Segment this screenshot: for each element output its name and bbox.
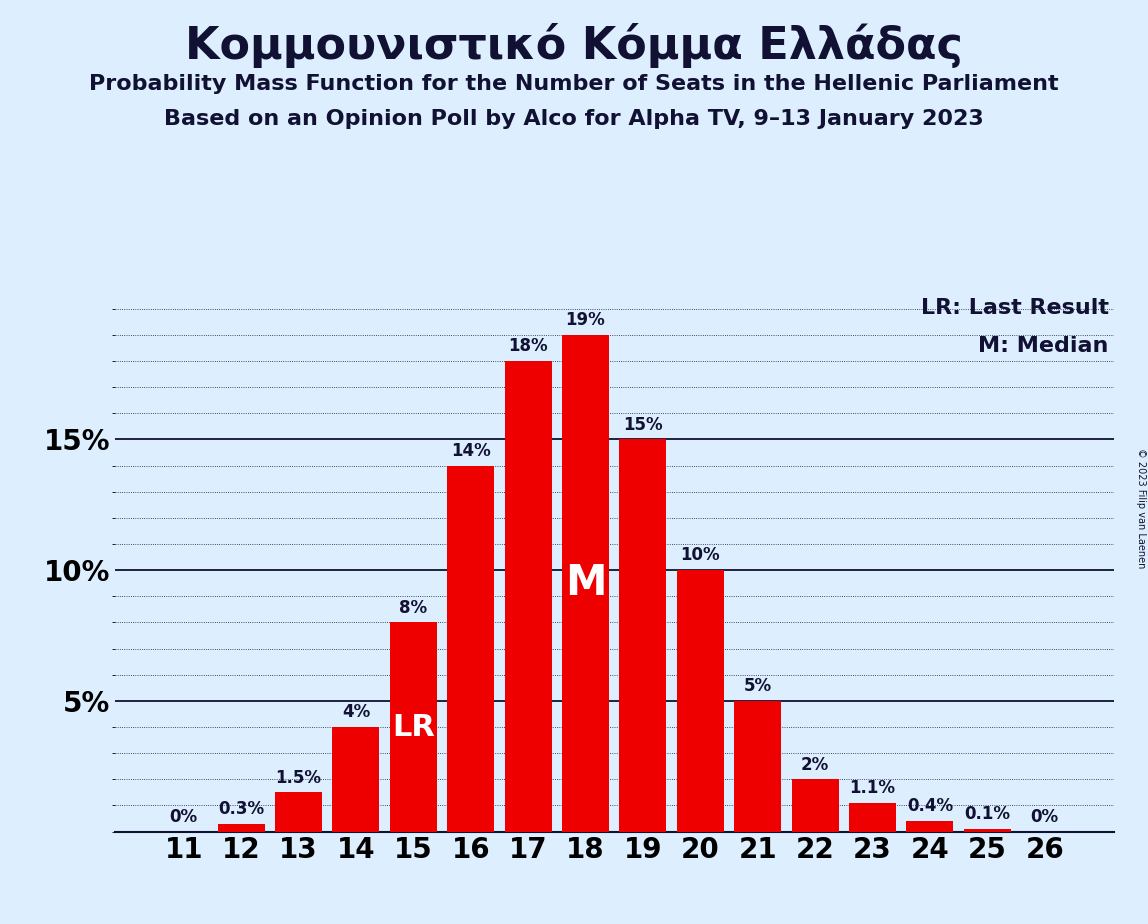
Text: Κομμουνιστικό Κόμμα Ελλάδας: Κομμουνιστικό Κόμμα Ελλάδας [185,23,963,68]
Bar [848,803,895,832]
Text: 8%: 8% [400,599,427,616]
Bar [676,570,723,832]
Text: © 2023 Filip van Laenen: © 2023 Filip van Laenen [1135,448,1146,568]
Text: 0%: 0% [1031,808,1058,826]
Text: 4%: 4% [342,703,370,722]
Bar [563,334,610,832]
Text: M: Median: M: Median [978,336,1109,356]
Text: 10%: 10% [681,546,720,565]
Bar [906,821,953,832]
Text: 0%: 0% [170,808,197,826]
Text: 1.5%: 1.5% [276,769,321,786]
Text: 5%: 5% [744,677,771,695]
Text: 18%: 18% [509,337,548,356]
Text: Probability Mass Function for the Number of Seats in the Hellenic Parliament: Probability Mass Function for the Number… [90,74,1058,94]
Text: 1.1%: 1.1% [850,779,895,797]
Bar [390,623,437,832]
Bar [448,466,495,832]
Bar [218,824,265,832]
Text: 19%: 19% [566,311,605,329]
Bar [505,361,552,832]
Text: 0.1%: 0.1% [964,805,1010,823]
Text: 0.4%: 0.4% [907,797,953,815]
Bar [333,727,380,832]
Text: 14%: 14% [451,442,490,460]
Text: 2%: 2% [801,756,829,773]
Bar [963,829,1010,832]
Bar [276,793,323,832]
Bar [791,779,838,832]
Text: Based on an Opinion Poll by Alco for Alpha TV, 9–13 January 2023: Based on an Opinion Poll by Alco for Alp… [164,109,984,129]
Bar [619,440,666,832]
Text: 0.3%: 0.3% [218,800,264,818]
Text: 15%: 15% [623,416,662,433]
Bar [734,701,781,832]
Text: M: M [565,562,606,604]
Text: LR: Last Result: LR: Last Result [921,298,1109,319]
Text: LR: LR [391,712,435,742]
